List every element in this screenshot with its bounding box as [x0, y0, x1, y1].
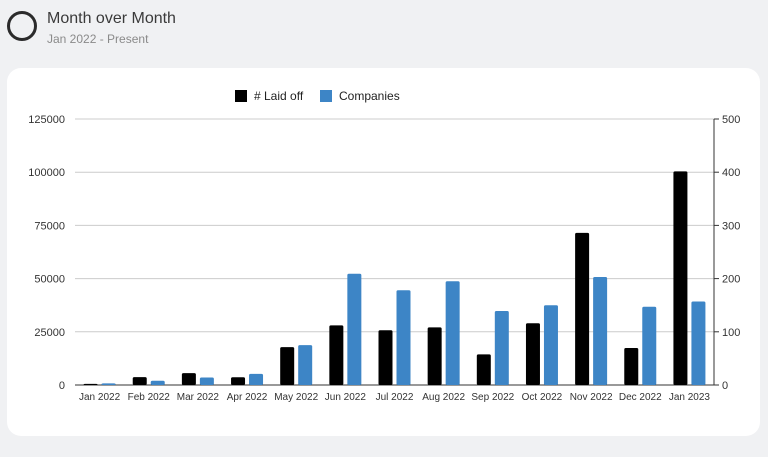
bar-laid-off [476, 354, 491, 385]
bar-companies [396, 290, 411, 385]
y-right-tick-label: 0 [722, 380, 728, 392]
header: Month over Month Jan 2022 - Present [0, 0, 768, 60]
y-right-tick-label: 100 [722, 327, 740, 339]
bar-companies [543, 305, 558, 385]
legend-companies-label: Companies [339, 89, 400, 103]
chart-card: 0 25000 50000 75000 100000 125000 0 100 200 300 40… [7, 68, 760, 436]
x-tick-label: Feb 2022 [128, 392, 171, 403]
bar-laid-off [525, 323, 540, 385]
bar-laid-off [427, 327, 442, 385]
x-tick-label: Apr 2022 [227, 392, 268, 403]
bar-laid-off [280, 347, 295, 385]
bar-laid-off [181, 373, 196, 385]
x-tick-label: Dec 2022 [619, 392, 662, 403]
page-subtitle: Jan 2022 - Present [47, 32, 149, 46]
y-right-tick-label: 500 [722, 114, 740, 126]
bar-companies [593, 277, 608, 385]
x-tick-label: Aug 2022 [422, 392, 465, 403]
bar-companies [494, 311, 509, 385]
bar-companies [347, 273, 362, 385]
bar-companies [642, 306, 657, 385]
legend-companies-swatch [320, 90, 332, 102]
y-right-tick-label: 300 [722, 220, 740, 232]
y-left-tick-label: 25000 [34, 327, 65, 339]
y-left-tick-label: 75000 [34, 220, 65, 232]
bar-companies [150, 380, 165, 385]
x-tick-label: Oct 2022 [522, 392, 563, 403]
bar-laid-off [673, 171, 688, 385]
bar-laid-off [575, 232, 590, 385]
y-left-tick-label: 125000 [28, 114, 65, 126]
x-tick-label: Jul 2022 [376, 392, 414, 403]
x-tick-label: Mar 2022 [177, 392, 220, 403]
x-tick-label: Nov 2022 [570, 392, 613, 403]
bar-laid-off [378, 330, 393, 385]
bar-companies [691, 301, 706, 385]
bar-laid-off [329, 325, 344, 385]
bar-companies [101, 383, 116, 385]
y-left-tick-label: 50000 [34, 274, 65, 286]
bar-laid-off [132, 377, 147, 385]
bar-laid-off [231, 377, 246, 385]
legend-laid-off-label: # Laid off [254, 89, 304, 103]
bar-companies [298, 345, 313, 385]
bar-laid-off [83, 383, 98, 385]
bar-companies [445, 281, 460, 385]
y-left-tick-label: 0 [59, 380, 65, 392]
x-tick-label: May 2022 [274, 392, 318, 403]
bar-laid-off [624, 347, 639, 385]
x-tick-label: Jan 2023 [669, 392, 711, 403]
circle-icon [7, 11, 37, 41]
legend-laid-off-swatch [235, 90, 247, 102]
y-right-tick-label: 400 [722, 167, 740, 179]
bar-chart: 0 25000 50000 75000 100000 125000 0 100 200 300 40… [28, 89, 740, 403]
x-tick-label: Jan 2022 [79, 392, 121, 403]
page-title: Month over Month [47, 10, 176, 27]
bar-companies [199, 377, 214, 385]
x-tick-label: Jun 2022 [325, 392, 367, 403]
y-right-tick-label: 200 [722, 274, 740, 286]
x-tick-label: Sep 2022 [471, 392, 514, 403]
bar-companies [249, 373, 264, 385]
y-left-tick-label: 100000 [28, 167, 65, 179]
